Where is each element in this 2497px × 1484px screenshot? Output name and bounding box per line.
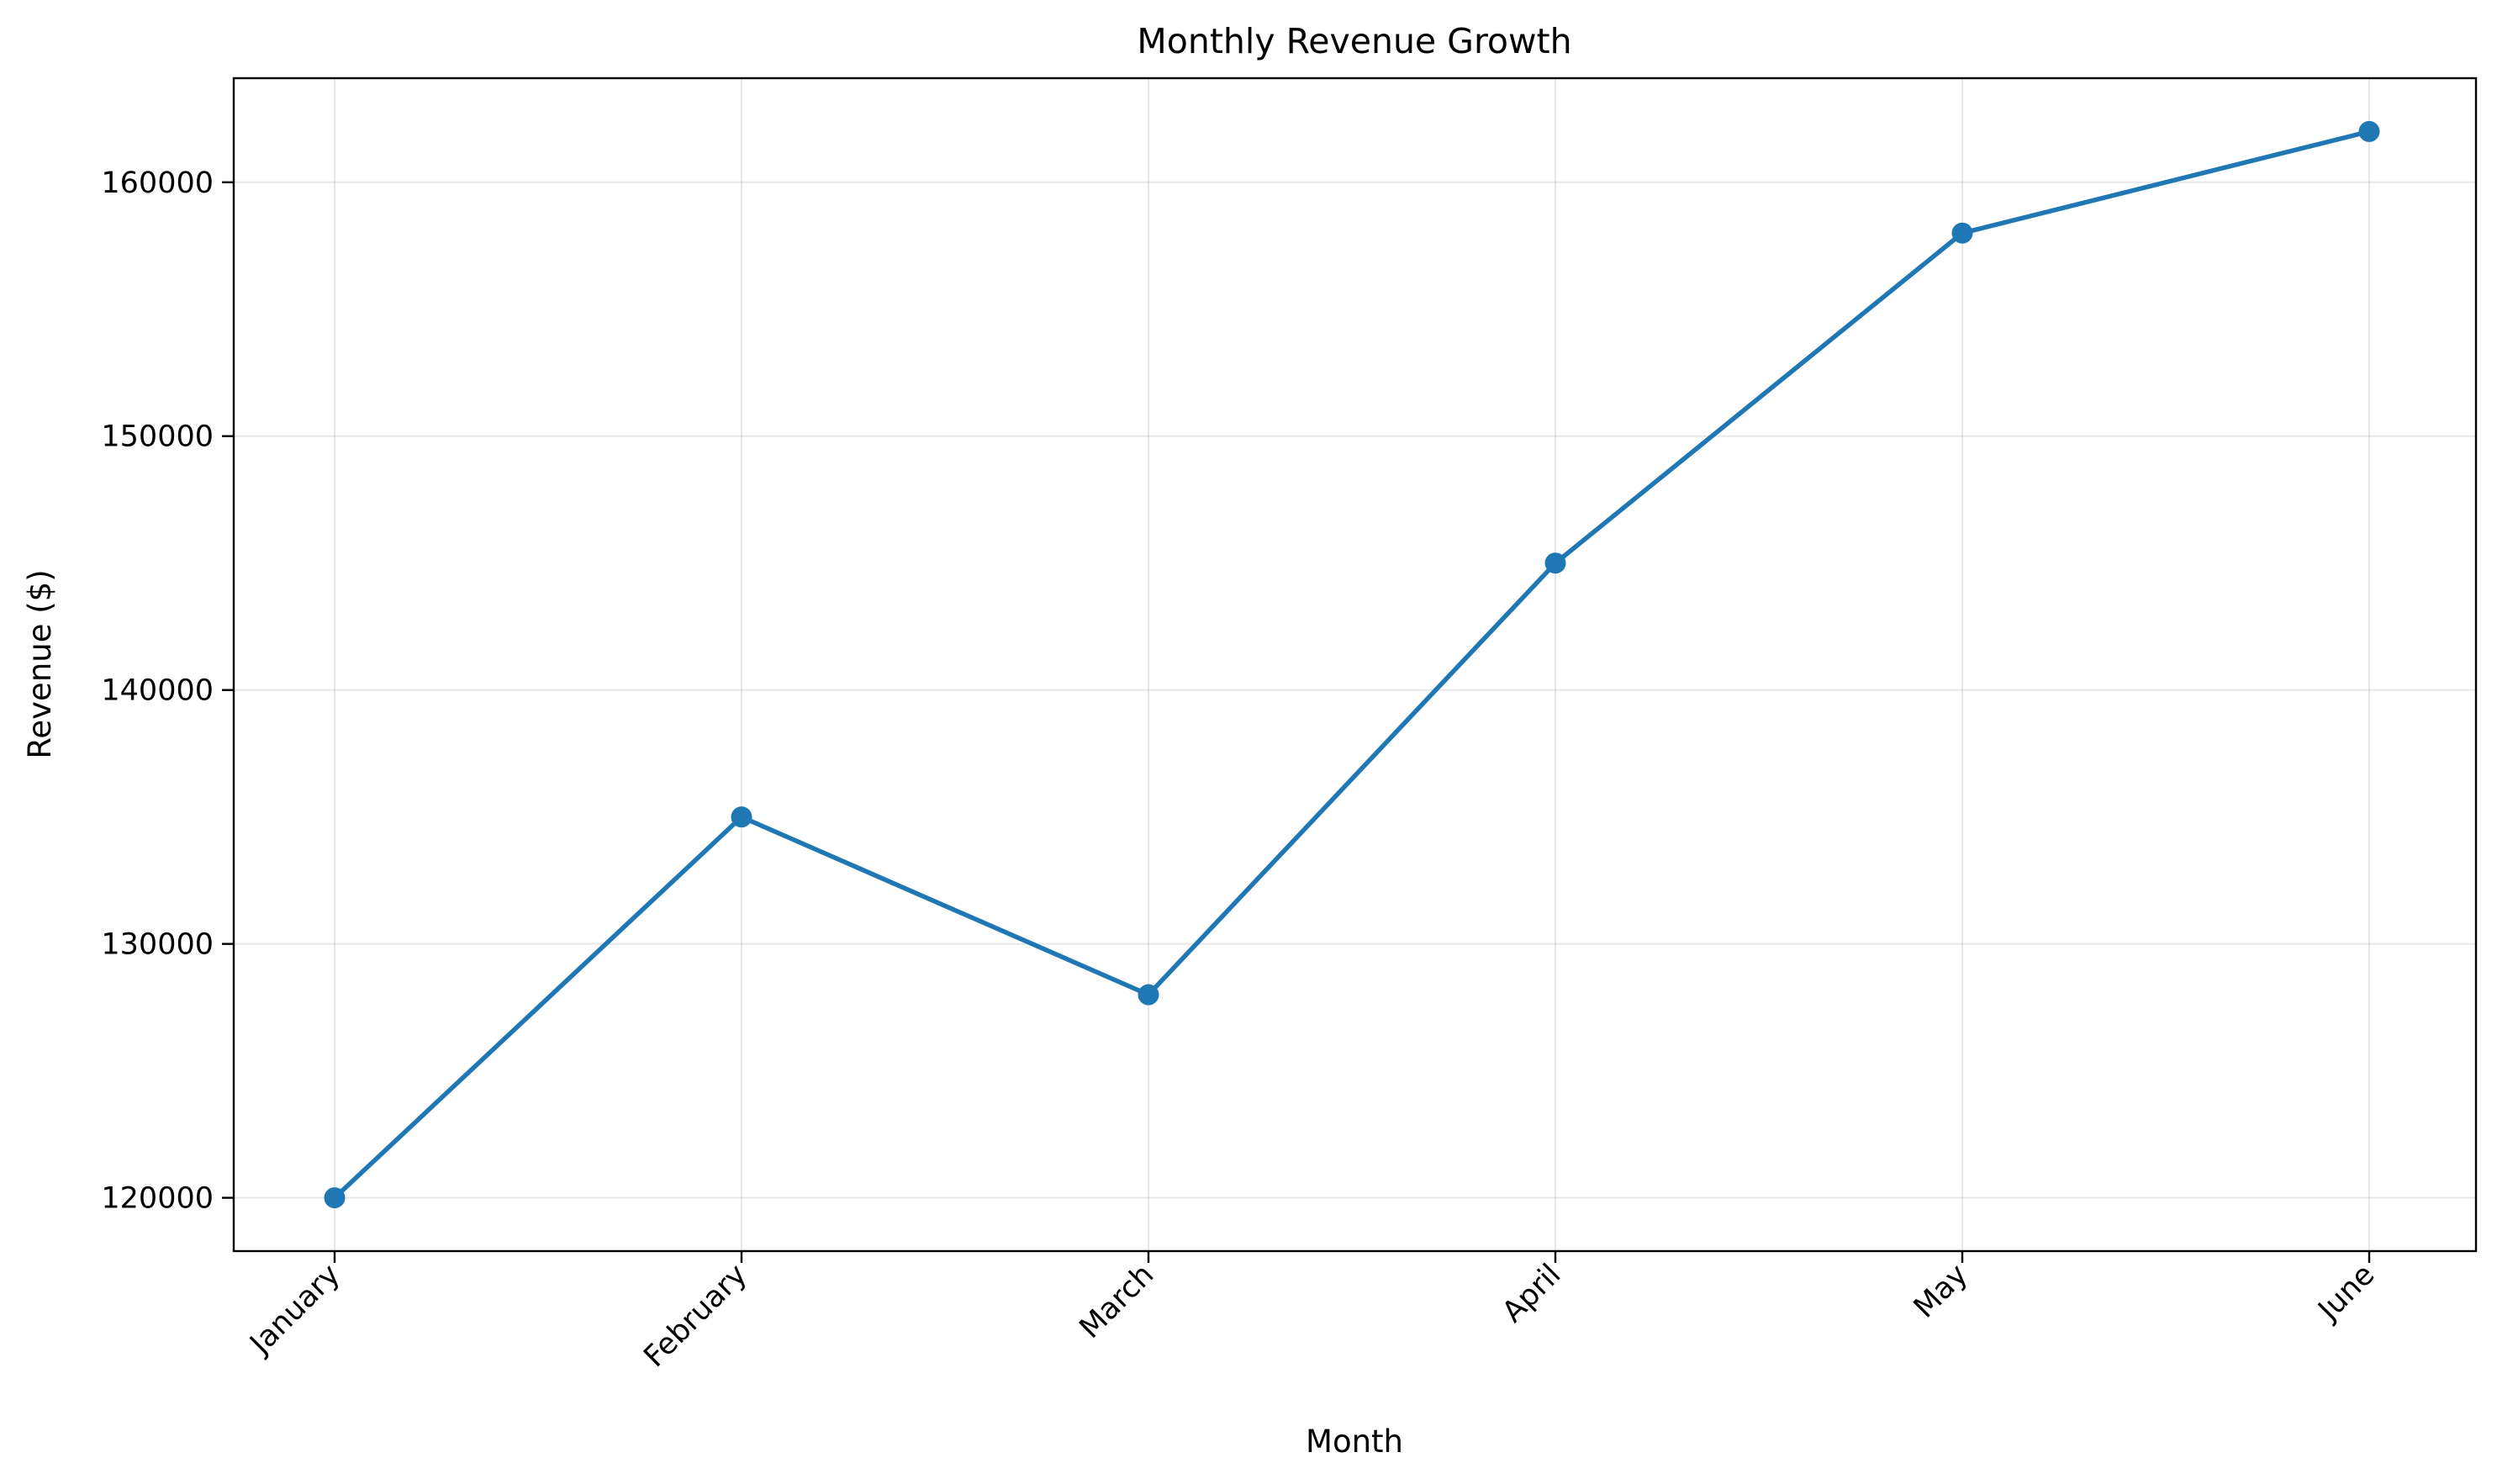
y-axis-label: Revenue ($) xyxy=(22,569,58,758)
x-tick-label: May xyxy=(1908,1258,1974,1324)
chart-title: Monthly Revenue Growth xyxy=(1137,21,1571,61)
x-tick-label: March xyxy=(1074,1258,1161,1345)
x-axis-label: Month xyxy=(1306,1423,1403,1460)
data-point-marker xyxy=(731,806,752,828)
grid-lines xyxy=(234,78,2476,1251)
series-layer xyxy=(324,120,2380,1209)
plot-area-frame xyxy=(232,77,2478,1253)
axis-ticks-and-labels: 120000 130000 140000 150000 160000 January Feb… xyxy=(101,166,2381,1374)
data-point-marker xyxy=(2358,120,2380,142)
data-point-marker xyxy=(1951,222,1973,244)
y-tick-label: 150000 xyxy=(101,420,214,454)
y-tick-label: 160000 xyxy=(101,166,214,200)
x-tick-label: April xyxy=(1497,1258,1568,1329)
data-point-marker xyxy=(1138,984,1159,1006)
data-point-marker xyxy=(1544,552,1566,574)
x-tick-label: January xyxy=(243,1258,347,1362)
x-tick-label: June xyxy=(2311,1258,2382,1328)
y-tick-label: 120000 xyxy=(101,1182,214,1216)
y-tick-label: 140000 xyxy=(101,674,214,708)
revenue-series-line xyxy=(332,129,2372,1201)
y-tick-label: 130000 xyxy=(101,928,214,962)
x-tick-label: February xyxy=(637,1258,753,1374)
data-point-marker xyxy=(324,1187,346,1209)
